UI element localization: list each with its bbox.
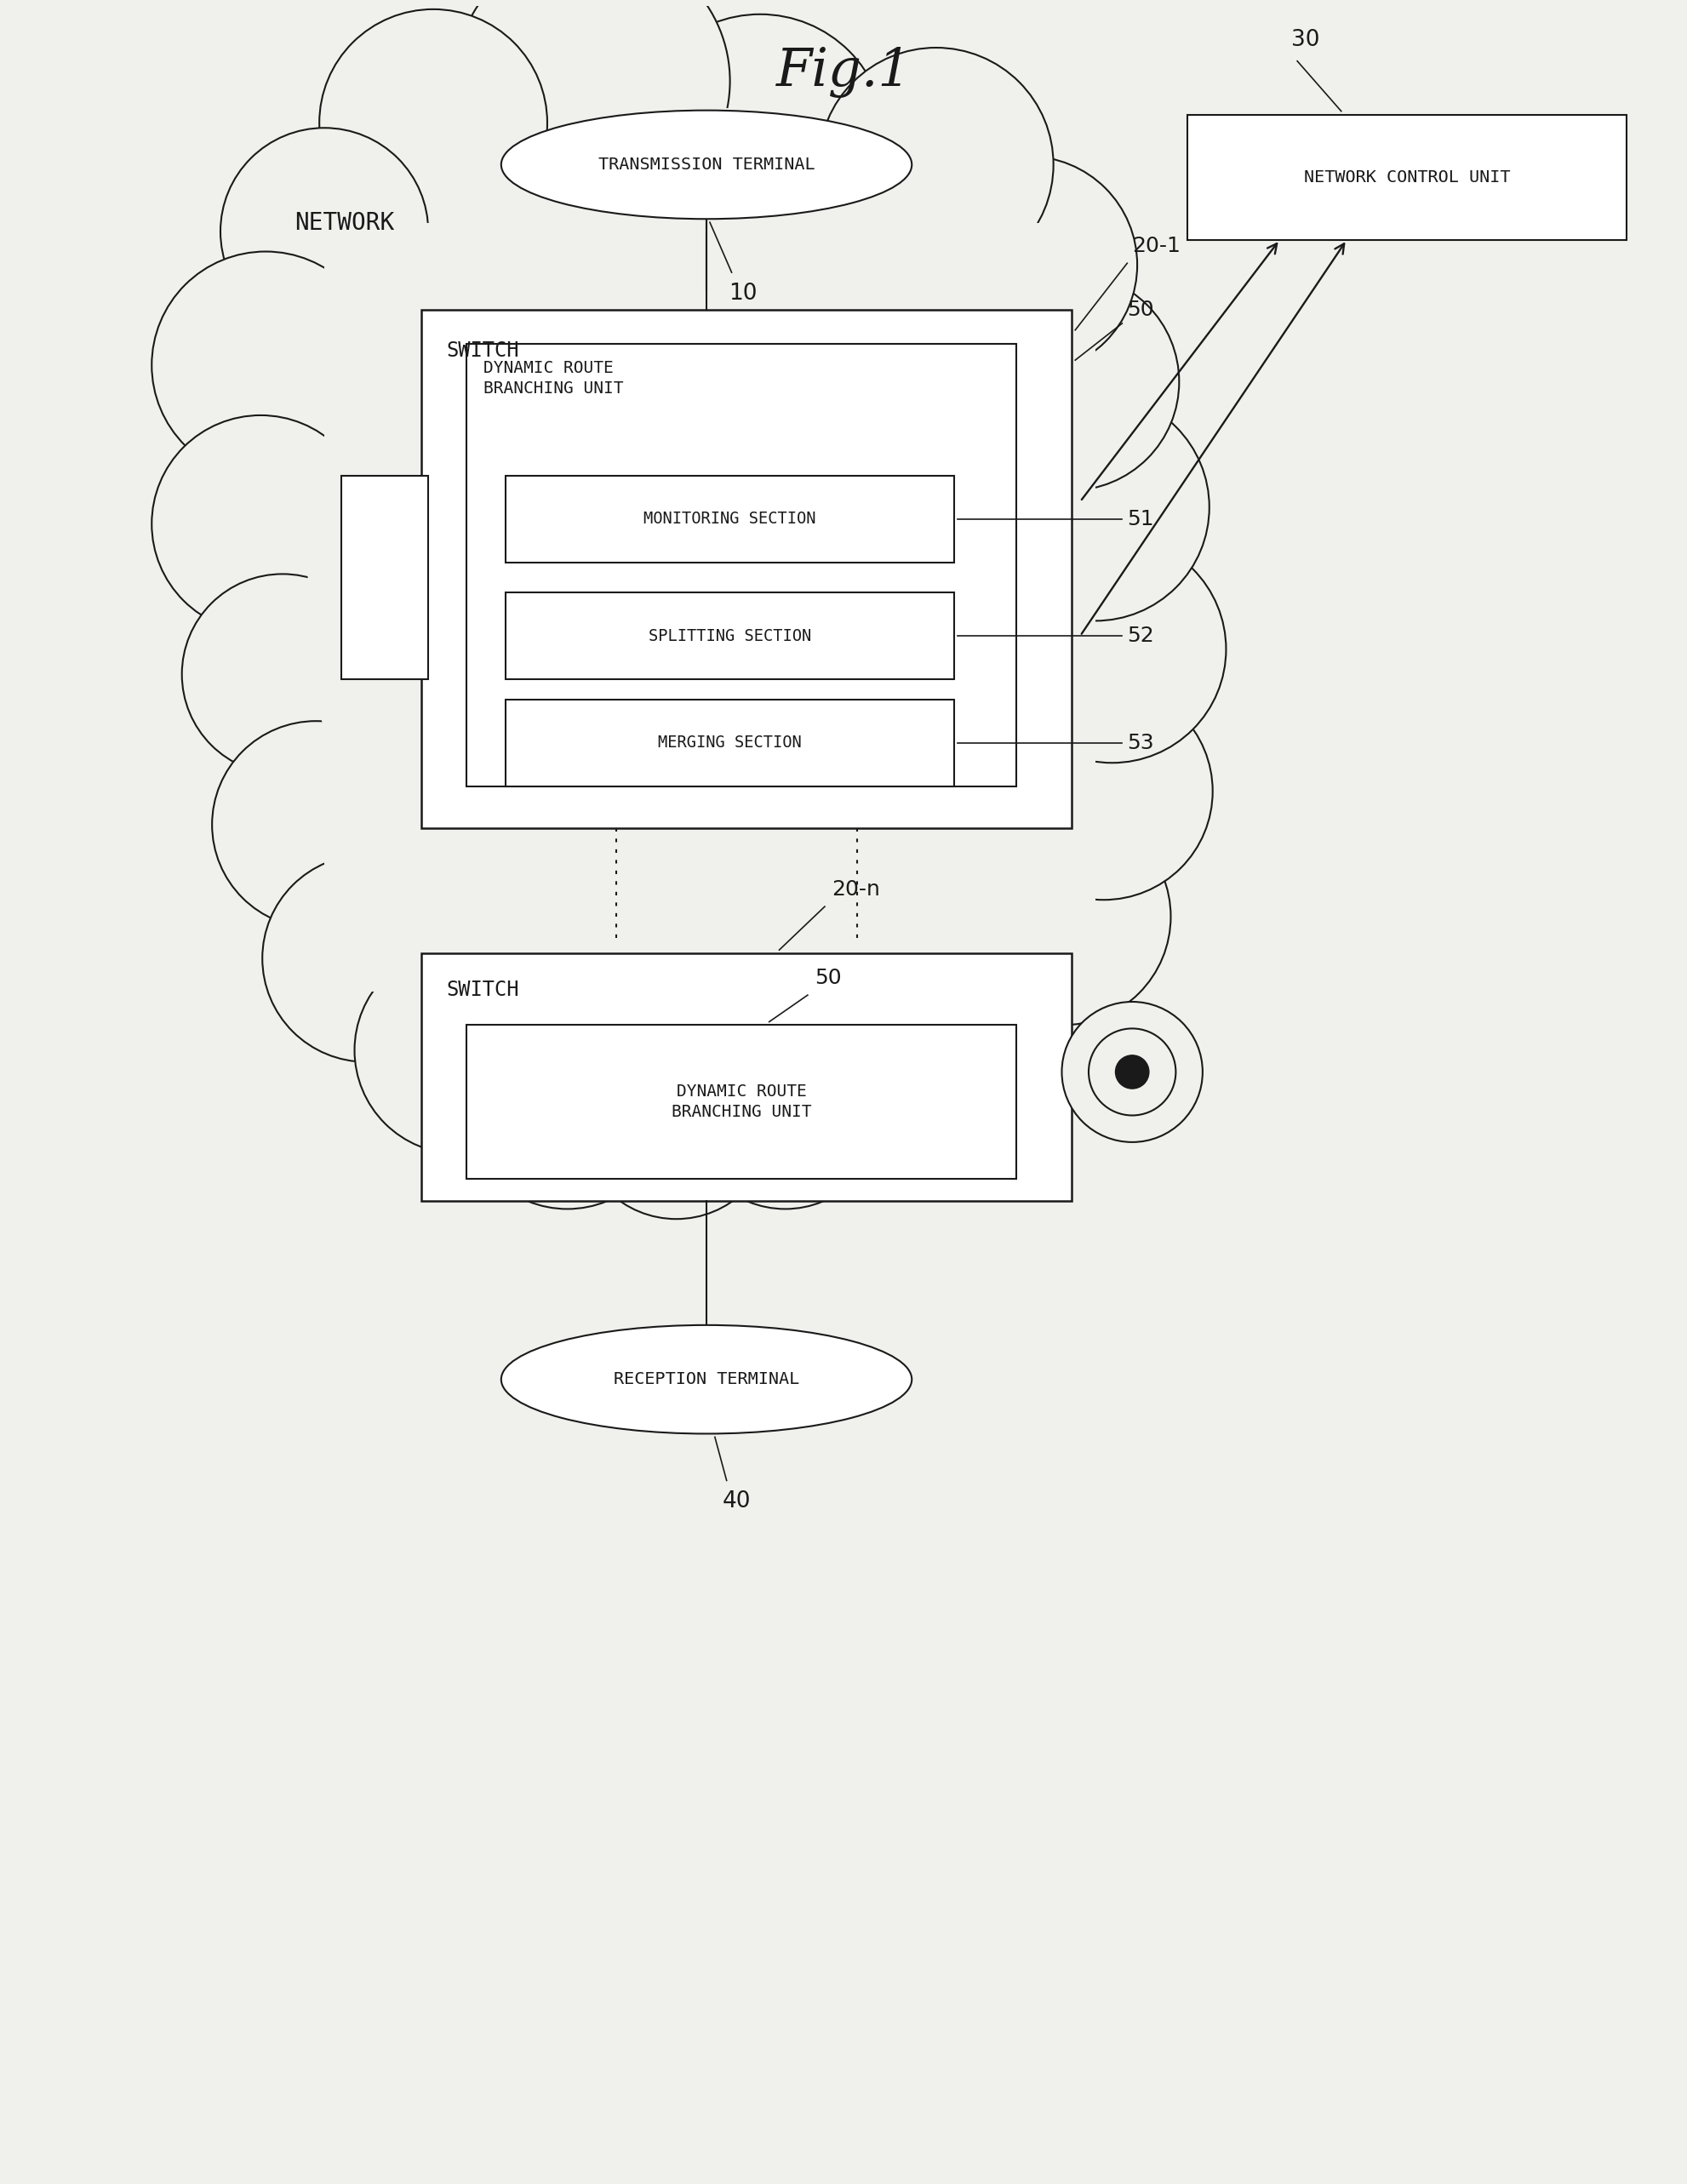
Circle shape	[354, 946, 562, 1153]
Circle shape	[688, 1016, 882, 1210]
Text: 40: 40	[722, 1489, 751, 1514]
FancyBboxPatch shape	[422, 310, 1071, 828]
Circle shape	[464, 1002, 671, 1210]
Circle shape	[152, 415, 369, 633]
Text: 50: 50	[1127, 299, 1154, 321]
Text: SPLITTING SECTION: SPLITTING SECTION	[648, 627, 811, 644]
Text: MERGING SECTION: MERGING SECTION	[658, 734, 801, 751]
Text: SWITCH: SWITCH	[447, 341, 520, 360]
Circle shape	[213, 721, 420, 928]
Circle shape	[152, 251, 380, 478]
Circle shape	[579, 1024, 773, 1219]
Circle shape	[182, 574, 383, 775]
Circle shape	[1061, 1002, 1203, 1142]
Text: DYNAMIC ROUTE
BRANCHING UNIT: DYNAMIC ROUTE BRANCHING UNIT	[671, 1083, 811, 1120]
Circle shape	[997, 535, 1225, 762]
Text: 50: 50	[813, 968, 840, 989]
FancyBboxPatch shape	[422, 952, 1071, 1201]
Circle shape	[994, 684, 1211, 900]
FancyBboxPatch shape	[467, 1024, 1016, 1179]
Text: 20-n: 20-n	[832, 880, 879, 900]
Text: SWITCH: SWITCH	[447, 981, 520, 1000]
FancyBboxPatch shape	[467, 343, 1016, 786]
Text: 52: 52	[1127, 625, 1154, 646]
Ellipse shape	[256, 72, 1129, 1109]
FancyBboxPatch shape	[324, 223, 1095, 992]
Text: 10: 10	[729, 282, 757, 304]
Circle shape	[1115, 1055, 1149, 1088]
FancyBboxPatch shape	[504, 699, 955, 786]
FancyBboxPatch shape	[504, 592, 955, 679]
Circle shape	[980, 393, 1208, 620]
FancyBboxPatch shape	[1188, 114, 1626, 240]
Circle shape	[455, 0, 729, 218]
Ellipse shape	[501, 1326, 911, 1433]
Circle shape	[818, 48, 1053, 282]
Text: MONITORING SECTION: MONITORING SECTION	[643, 511, 817, 526]
Circle shape	[1088, 1029, 1176, 1116]
Circle shape	[784, 974, 985, 1175]
Circle shape	[634, 15, 886, 264]
Ellipse shape	[307, 107, 1078, 1075]
Circle shape	[953, 808, 1171, 1024]
Text: 51: 51	[1127, 509, 1154, 529]
Circle shape	[261, 854, 471, 1061]
FancyBboxPatch shape	[504, 476, 955, 561]
Circle shape	[962, 273, 1179, 491]
Text: 53: 53	[1127, 732, 1154, 753]
Text: 30: 30	[1291, 28, 1319, 50]
Circle shape	[221, 129, 428, 334]
Ellipse shape	[501, 111, 911, 218]
Circle shape	[319, 9, 547, 236]
Circle shape	[919, 157, 1137, 373]
Text: TRANSMISSION TERMINAL: TRANSMISSION TERMINAL	[597, 157, 815, 173]
Circle shape	[877, 904, 1085, 1112]
Text: NETWORK: NETWORK	[294, 212, 393, 236]
Text: 20-1: 20-1	[1132, 236, 1179, 256]
Text: Fig.1: Fig.1	[776, 48, 911, 98]
Text: DYNAMIC ROUTE
BRANCHING UNIT: DYNAMIC ROUTE BRANCHING UNIT	[484, 360, 623, 397]
Text: RECEPTION TERMINAL: RECEPTION TERMINAL	[614, 1372, 800, 1387]
Text: NETWORK CONTROL UNIT: NETWORK CONTROL UNIT	[1304, 168, 1510, 186]
FancyBboxPatch shape	[341, 476, 428, 679]
